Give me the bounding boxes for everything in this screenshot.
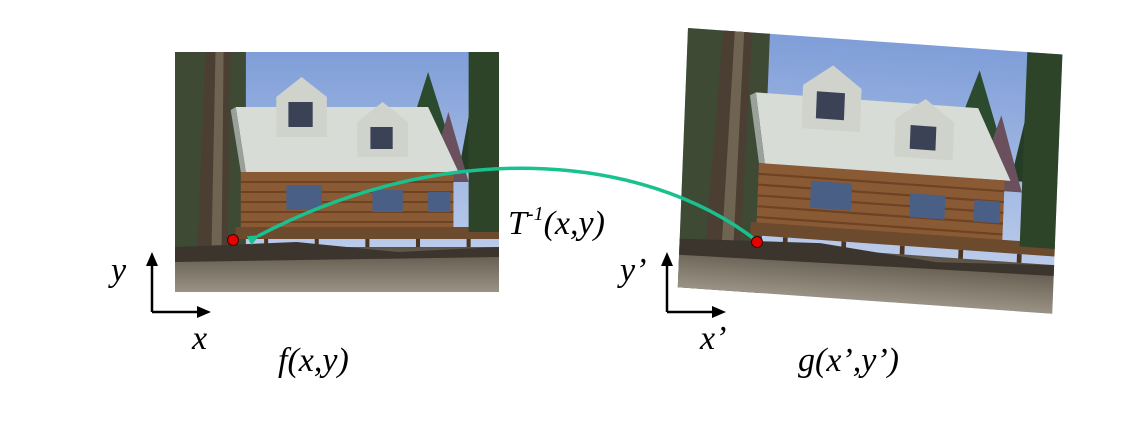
transform-base: T bbox=[508, 205, 527, 242]
warped-house-photo bbox=[678, 28, 1063, 314]
source-axis-y-label: y bbox=[111, 254, 126, 288]
transform-superscript: -1 bbox=[527, 203, 544, 225]
warped-point bbox=[752, 237, 763, 248]
source-caption: f(x,y) bbox=[278, 344, 349, 378]
source-axis-x-label: x bbox=[192, 322, 207, 356]
source-point bbox=[228, 235, 239, 246]
warped-axis-x-label: x’ bbox=[700, 322, 726, 356]
transform-args: (x,y) bbox=[544, 205, 605, 242]
warped-caption: g(x’,y’) bbox=[798, 344, 899, 378]
transform-label: T-1(x,y) bbox=[508, 204, 605, 241]
warped-axis-y-label: y’ bbox=[620, 254, 646, 288]
